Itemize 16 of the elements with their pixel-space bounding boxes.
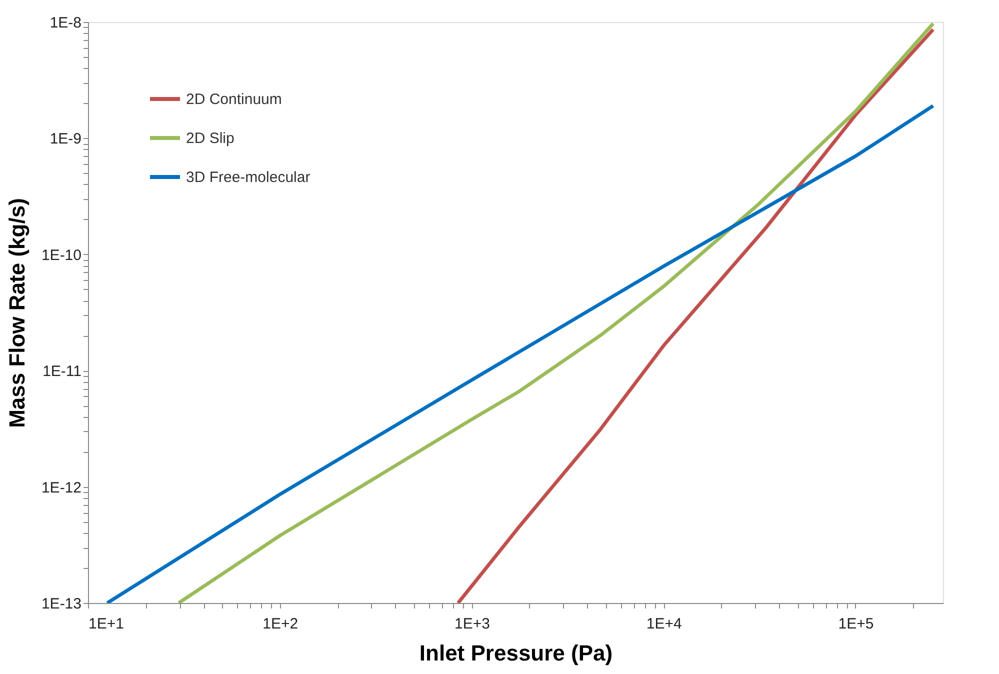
x-tick-label: 1E+5 [838, 616, 874, 632]
legend-label: 2D Continuum [186, 91, 282, 108]
x-tick-label: 1E+4 [646, 616, 682, 632]
x-tick-label: 1E+3 [454, 616, 490, 632]
y-tick-label: 1E-13 [41, 596, 82, 612]
legend-label: 3D Free-molecular [186, 169, 310, 186]
y-axis-title: Mass Flow Rate (kg/s) [4, 198, 30, 428]
y-tick-label: 1E-8 [50, 14, 82, 32]
x-axis-title: Inlet Pressure (Pa) [419, 640, 613, 666]
y-tick-label: 1E-9 [50, 130, 82, 148]
x-tick-label: 1E+2 [262, 616, 298, 632]
y-tick-label: 1E-11 [42, 363, 82, 380]
x-tick-label: 1E+1 [88, 616, 124, 632]
y-tick-label: 1E-12 [41, 479, 82, 496]
y-tick-label: 1E-10 [41, 246, 82, 264]
legend-label: 2D Slip [186, 130, 234, 147]
